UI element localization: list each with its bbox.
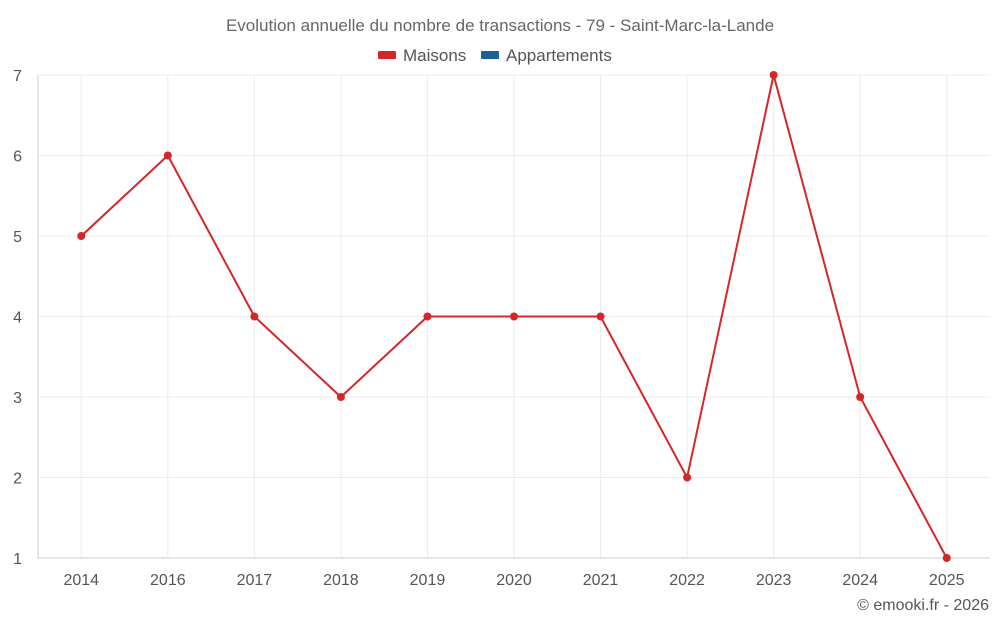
axes: 1 2 3 4 5 6 7 2014 2016 2017 2018 2019 2020 2021 2022 2…	[13, 68, 990, 589]
x-tick-label: 2021	[583, 572, 619, 589]
legend: Maisons Appartements	[378, 46, 612, 65]
y-tick-label: 3	[13, 390, 22, 407]
y-tick-label: 4	[13, 310, 22, 327]
x-tick-label: 2017	[237, 572, 273, 589]
x-tick-label: 2022	[669, 572, 705, 589]
legend-label-appartements: Appartements	[506, 46, 612, 65]
legend-label-maisons: Maisons	[403, 46, 466, 65]
x-tick-label: 2020	[496, 572, 532, 589]
data-point-maisons[interactable]	[769, 71, 778, 79]
x-tick-label: 2025	[929, 572, 965, 589]
x-tick-label: 2016	[150, 572, 186, 589]
y-tick-label: 1	[13, 551, 22, 568]
data-point-maisons[interactable]	[596, 312, 605, 321]
data-point-maisons[interactable]	[336, 393, 345, 401]
x-tick-label: 2018	[323, 572, 359, 589]
legend-item-appartements[interactable]: Appartements	[481, 46, 612, 65]
x-tick-label: 2014	[63, 572, 99, 589]
legend-swatch-maisons	[378, 51, 396, 59]
data-point-maisons[interactable]	[77, 232, 86, 240]
legend-item-maisons[interactable]: Maisons	[378, 46, 466, 65]
data-point-maisons[interactable]	[423, 312, 432, 321]
y-tick-label: 7	[13, 68, 22, 85]
legend-swatch-appartements	[481, 51, 499, 59]
data-point-maisons[interactable]	[250, 312, 259, 321]
x-tick-label: 2023	[756, 572, 792, 589]
y-tick-label: 6	[13, 149, 22, 166]
data-point-maisons[interactable]	[163, 151, 172, 160]
data-point-maisons[interactable]	[856, 393, 865, 401]
chart-title: Evolution annuelle du nombre de transact…	[226, 16, 774, 35]
x-tick-label: 2019	[410, 572, 446, 589]
series-layer	[77, 71, 951, 562]
data-point-maisons[interactable]	[510, 312, 518, 321]
data-point-maisons[interactable]	[683, 473, 692, 482]
y-tick-label: 2	[13, 471, 22, 488]
data-point-maisons[interactable]	[942, 554, 951, 562]
y-tick-label: 5	[13, 229, 22, 246]
x-tick-label: 2024	[842, 572, 878, 589]
credit-text: © emooki.fr - 2026	[857, 597, 989, 614]
